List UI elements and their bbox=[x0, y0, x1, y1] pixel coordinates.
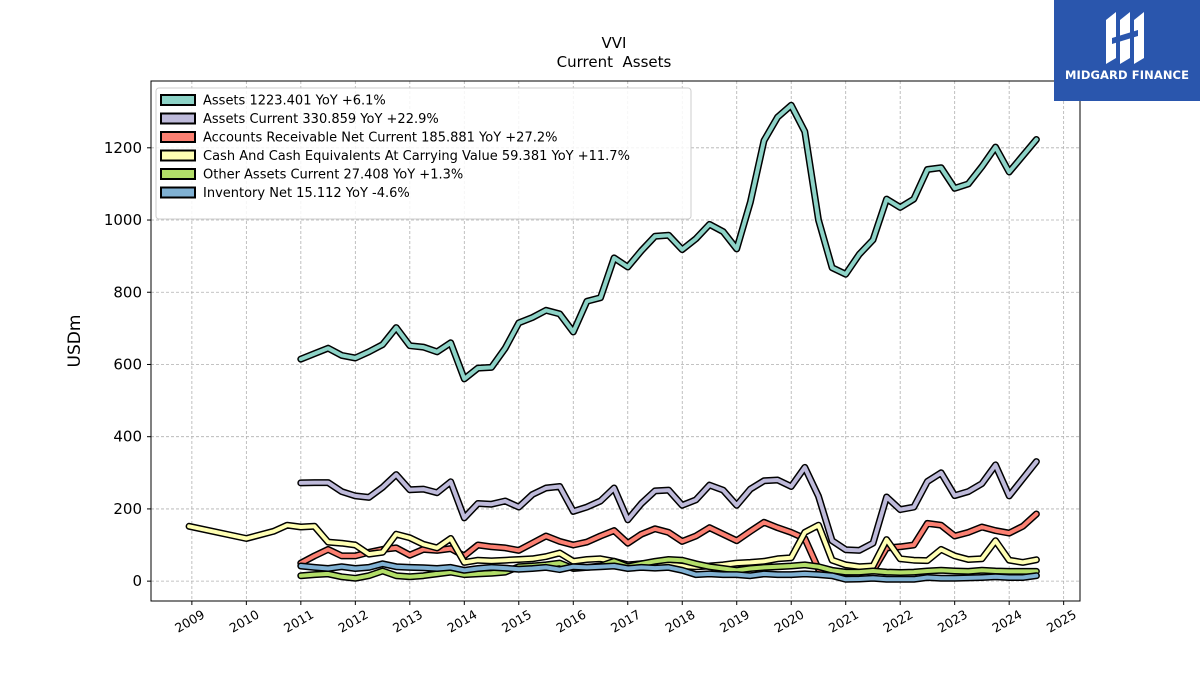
chart-title: VVI bbox=[602, 34, 627, 52]
legend-swatch bbox=[160, 186, 196, 199]
x-tick-label: 2016 bbox=[553, 607, 588, 636]
series-line-assets bbox=[298, 103, 1039, 381]
y-axis-label: USDm bbox=[65, 315, 85, 368]
x-tick-label: 2019 bbox=[717, 607, 752, 636]
y-tick-label: 1200 bbox=[104, 139, 142, 157]
y-tick-label: 600 bbox=[113, 355, 142, 373]
legend-box bbox=[155, 87, 692, 220]
x-tick-label: 2025 bbox=[1044, 607, 1079, 636]
logo-mark-icon bbox=[1106, 12, 1144, 64]
legend-swatch bbox=[160, 94, 196, 106]
series-line-accounts-receivable-net-current bbox=[298, 512, 1039, 575]
legend-entry: Assets Current 330.859 YoY +22.9% bbox=[203, 112, 439, 127]
legend-entry: Assets 1223.401 YoY +6.1% bbox=[203, 94, 386, 109]
legend-entry: Accounts Receivable Net Current 185.881 … bbox=[203, 131, 558, 146]
logo-text: MIDGARD FINANCE bbox=[1064, 68, 1190, 82]
x-tick-label: 2013 bbox=[390, 607, 425, 636]
legend-swatch bbox=[160, 112, 196, 125]
x-tick-label: 2020 bbox=[771, 607, 806, 636]
chart-subtitle: Current Assets bbox=[557, 53, 672, 71]
x-tick-label: 2015 bbox=[499, 607, 534, 636]
x-tick-label: 2018 bbox=[662, 607, 697, 636]
x-tick-label: 2017 bbox=[608, 607, 643, 636]
x-tick-label: 2009 bbox=[172, 607, 207, 636]
legend: Assets 1223.401 YoY +6.1% Assets Current … bbox=[155, 87, 692, 220]
legend-entry: Cash And Cash Equivalents At Carrying Va… bbox=[203, 149, 630, 164]
x-tick-label: 2024 bbox=[989, 607, 1024, 636]
x-tick-label: 2014 bbox=[445, 607, 480, 636]
x-tick-label: 2022 bbox=[880, 607, 915, 636]
series-line-other-assets-current bbox=[298, 557, 1039, 581]
y-axis: 0 200 400 600 800 1000 1200 bbox=[104, 139, 151, 590]
y-tick-label: 800 bbox=[113, 283, 142, 301]
legend-entry: Other Assets Current 27.408 YoY +1.3% bbox=[203, 168, 463, 183]
series-line-assets-current bbox=[298, 459, 1039, 553]
y-tick-label: 1000 bbox=[104, 211, 142, 229]
x-axis: 2009 2010 2011 2012 2013 2014 2015 2016 2017 2018… bbox=[172, 601, 1079, 636]
y-tick-label: 400 bbox=[113, 428, 142, 446]
y-tick-label: 0 bbox=[132, 572, 142, 590]
series-lines bbox=[185, 101, 1040, 583]
y-tick-label: 200 bbox=[113, 500, 142, 518]
series-line-inventory-net bbox=[298, 561, 1039, 582]
x-tick-label: 2010 bbox=[227, 607, 262, 636]
legend-entry: Inventory Net 15.112 YoY -4.6% bbox=[203, 186, 410, 201]
legend-swatch bbox=[160, 149, 196, 162]
midgard-finance-logo: MIDGARD FINANCE bbox=[1054, 0, 1200, 101]
legend-swatch bbox=[160, 131, 196, 143]
plot-frame bbox=[150, 80, 1081, 602]
x-tick-label: 2012 bbox=[336, 607, 371, 636]
x-tick-label: 2011 bbox=[281, 607, 316, 636]
legend-swatch bbox=[160, 168, 196, 180]
x-tick-label: 2021 bbox=[826, 607, 861, 636]
x-tick-label: 2023 bbox=[935, 607, 970, 636]
